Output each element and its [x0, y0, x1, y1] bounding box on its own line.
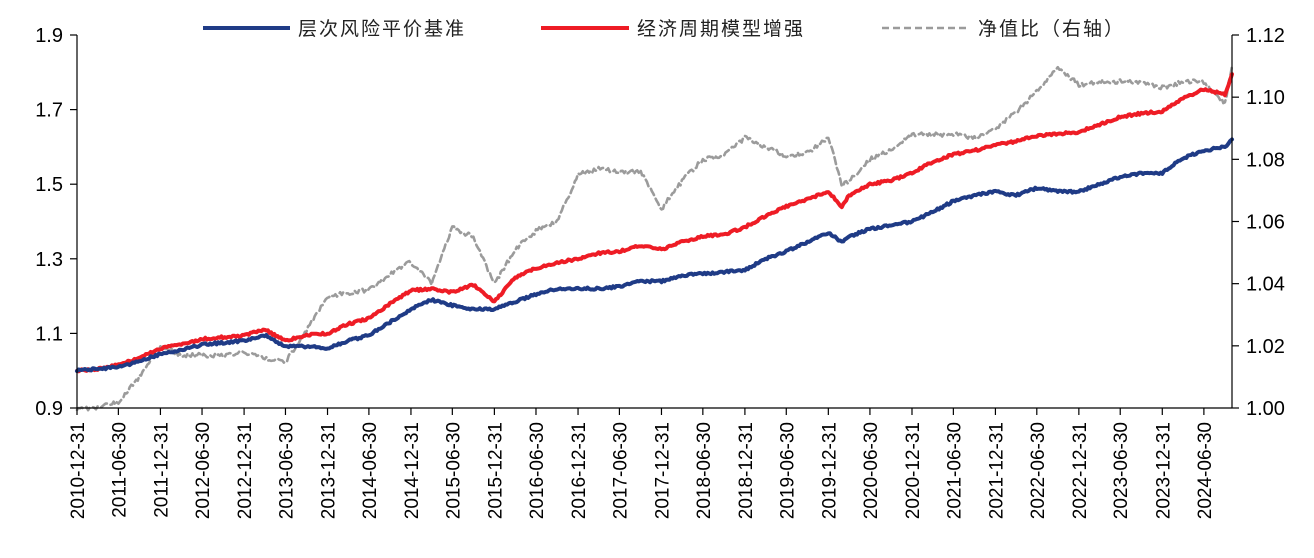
x-tick-label-15: 2018-06-30: [694, 422, 715, 519]
x-tick-label-6: 2013-12-31: [319, 422, 340, 519]
x-tick-label-20: 2020-12-31: [903, 422, 924, 519]
legend-label-2: 净值比（右轴）: [978, 18, 1125, 40]
y2-tick-label-0: 1.00: [1246, 398, 1285, 420]
axes-layer: 0.9 1.1 1.3 1.5 1.7 1.9 1.00 1.02 1.04 1.06 1.08 1.…: [35, 25, 1285, 519]
x-tick-label-11: 2016-06-30: [527, 422, 548, 519]
x-tick-label-3: 2012-06-30: [193, 422, 214, 519]
x-tick-label-25: 2023-06-30: [1111, 422, 1132, 519]
x-tick-label-17: 2019-06-30: [777, 422, 798, 519]
legend-label-0: 层次风险平价基准: [298, 18, 466, 40]
x-tick-label-2: 2011-12-31: [151, 422, 172, 518]
legend: 层次风险平价基准 经济周期模型增强 净值比（右轴）: [203, 18, 1125, 40]
x-tick-label-23: 2022-06-30: [1028, 422, 1049, 519]
x-tick-label-9: 2015-06-30: [443, 422, 464, 519]
legend-label-1: 经济周期模型增强: [637, 18, 805, 40]
x-tick-label-7: 2014-06-30: [360, 422, 381, 519]
y2-tick-label-1: 1.02: [1246, 336, 1285, 358]
x-tick-label-12: 2016-12-31: [569, 422, 590, 519]
x-tick-label-8: 2014-12-31: [402, 422, 423, 519]
x-tick-label-22: 2021-12-31: [986, 422, 1007, 519]
x-tick-label-10: 2015-12-31: [485, 422, 506, 519]
series-line-1: [75, 72, 1234, 374]
x-tick-label-0: 2010-12-31: [68, 422, 89, 519]
y2-tick-label-4: 1.08: [1246, 149, 1285, 171]
y2-tick-label-5: 1.10: [1246, 87, 1285, 109]
y2-tick-label-6: 1.12: [1246, 25, 1285, 47]
x-tick-label-24: 2022-12-31: [1070, 422, 1091, 519]
y-tick-label-2: 1.3: [35, 249, 63, 271]
x-tick-label-21: 2021-06-30: [944, 422, 965, 519]
y-tick-label-4: 1.7: [35, 100, 63, 122]
y-tick-label-5: 1.9: [35, 25, 63, 47]
x-tick-label-18: 2019-12-31: [819, 422, 840, 519]
series-line-0: [75, 137, 1234, 374]
y-tick-label-0: 0.9: [35, 398, 63, 420]
y-tick-label-1: 1.1: [35, 323, 63, 345]
x-tick-label-16: 2018-12-31: [736, 422, 757, 519]
x-tick-label-19: 2020-06-30: [861, 422, 882, 519]
x-tick-label-26: 2023-12-31: [1153, 422, 1174, 519]
series-line-2: [75, 64, 1234, 412]
x-tick-label-5: 2013-06-30: [276, 422, 297, 519]
y2-tick-label-3: 1.06: [1246, 212, 1285, 234]
y-tick-label-3: 1.5: [35, 174, 63, 196]
x-tick-label-1: 2011-06-30: [109, 422, 130, 518]
x-tick-label-27: 2024-06-30: [1195, 422, 1216, 519]
x-tick-label-14: 2017-12-31: [652, 422, 673, 519]
x-tick-label-4: 2012-12-31: [235, 422, 256, 519]
x-tick-label-13: 2017-06-30: [610, 422, 631, 519]
y2-tick-label-2: 1.04: [1246, 274, 1285, 296]
series-layer: [75, 64, 1234, 412]
